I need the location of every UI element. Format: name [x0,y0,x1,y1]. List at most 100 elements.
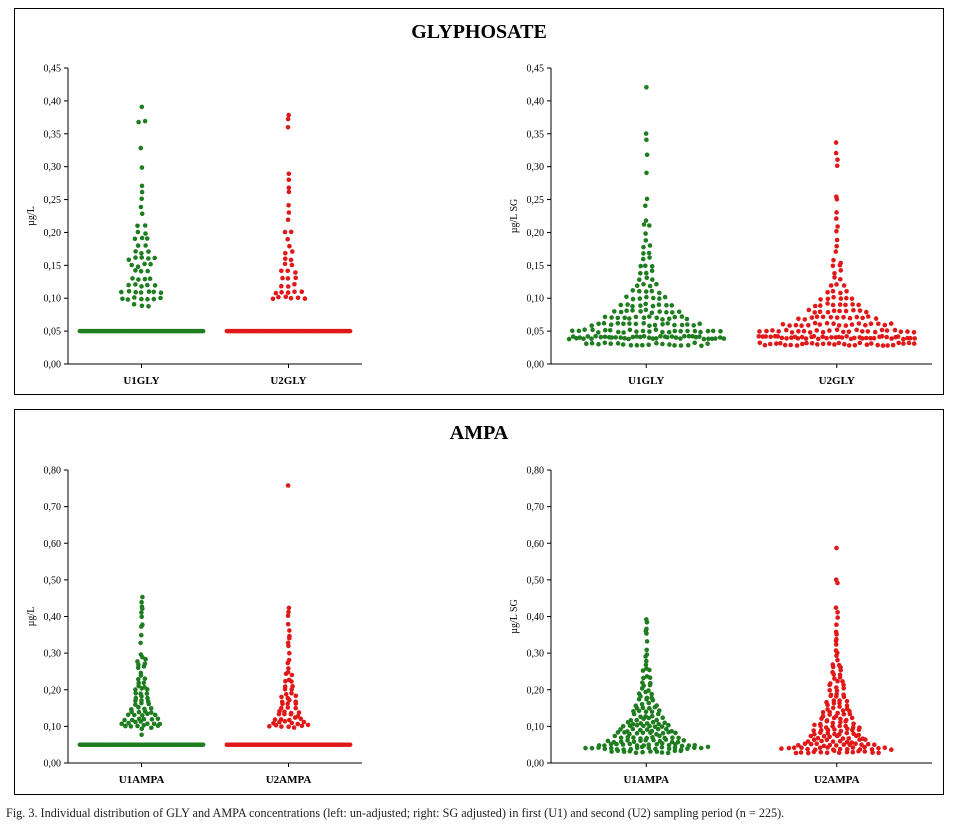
data-point [648,749,653,754]
data-point [794,343,800,348]
data-point [286,666,291,671]
x-category-label: U2GLY [819,375,855,387]
data-point [865,741,871,747]
data-point [627,741,633,747]
data-point [830,288,836,294]
data-point [844,295,849,301]
data-point [650,719,656,725]
data-point [831,715,837,721]
data-point [638,303,643,309]
data-point [615,341,621,346]
data-point [665,321,670,326]
data-point [665,750,671,756]
data-point [869,341,874,346]
data-point [697,334,702,339]
data-point [644,294,649,300]
data-point [660,731,666,736]
data-point [778,341,783,346]
data-point [282,686,288,692]
data-point [643,301,648,307]
data-point [803,336,809,341]
data-point [135,243,141,248]
data-point [654,717,659,723]
data-point [854,327,859,333]
data-point [596,321,601,327]
data-point [860,329,865,334]
data-point [646,745,652,750]
data-point [825,730,831,736]
data-point [142,676,148,681]
data-point [827,734,832,740]
data-point [663,737,669,742]
data-point [820,334,825,340]
data-point [814,314,820,320]
data-point [644,620,650,625]
data-point [133,698,138,704]
data-point [818,297,823,302]
data-point [856,727,862,732]
data-point [618,735,624,741]
data-point [644,275,650,281]
data-point [834,216,839,221]
data-point [285,290,291,295]
data-point [824,718,830,724]
data-point [672,314,678,320]
ampa-panel: AMPA [14,409,944,795]
data-point [808,733,814,739]
data-point [285,217,291,223]
data-point [814,328,819,333]
data-point [853,741,858,746]
data-point [289,679,294,684]
series-U2AMPA [224,483,353,747]
data-point [649,713,655,719]
series-U1AMPA [77,594,206,747]
data-point [577,335,583,340]
data-point [837,675,843,680]
data-point [633,321,639,327]
data-point [835,657,840,663]
data-point [862,749,868,754]
data-point [613,335,618,340]
data-point [653,327,659,333]
y-tick-label: 0,40 [44,612,62,623]
data-point [135,229,141,235]
series-U1AMPA [583,617,711,756]
data-point [816,336,821,342]
data-point [654,340,659,346]
data-point [844,698,850,704]
data-point [684,316,690,322]
data-point [718,329,723,334]
data-point [276,711,282,717]
data-point [647,329,652,334]
data-point [122,717,127,723]
data-point [884,334,889,340]
data-point [871,335,877,341]
data-point [636,697,642,702]
data-point [678,336,683,341]
data-point [283,678,288,684]
data-point [811,334,817,339]
data-point [649,709,655,714]
data-point [832,271,837,276]
data-point [799,745,804,750]
data-point [636,708,642,714]
data-point [119,721,124,727]
data-point [602,743,607,748]
data-point [850,727,855,733]
y-tick-label: 0,30 [44,162,62,173]
data-point [283,250,288,256]
data-point [285,268,291,274]
data-point [672,328,678,334]
data-point [681,738,687,743]
data-point [757,329,762,334]
data-point [782,342,788,348]
data-point [149,710,154,715]
data-point [280,701,285,707]
data-point [665,335,670,340]
data-point [633,314,639,320]
data-point [621,749,627,754]
y-tick-label: 0,10 [44,722,62,733]
data-point [657,733,662,739]
data-point [627,327,633,333]
data-point [145,282,150,288]
